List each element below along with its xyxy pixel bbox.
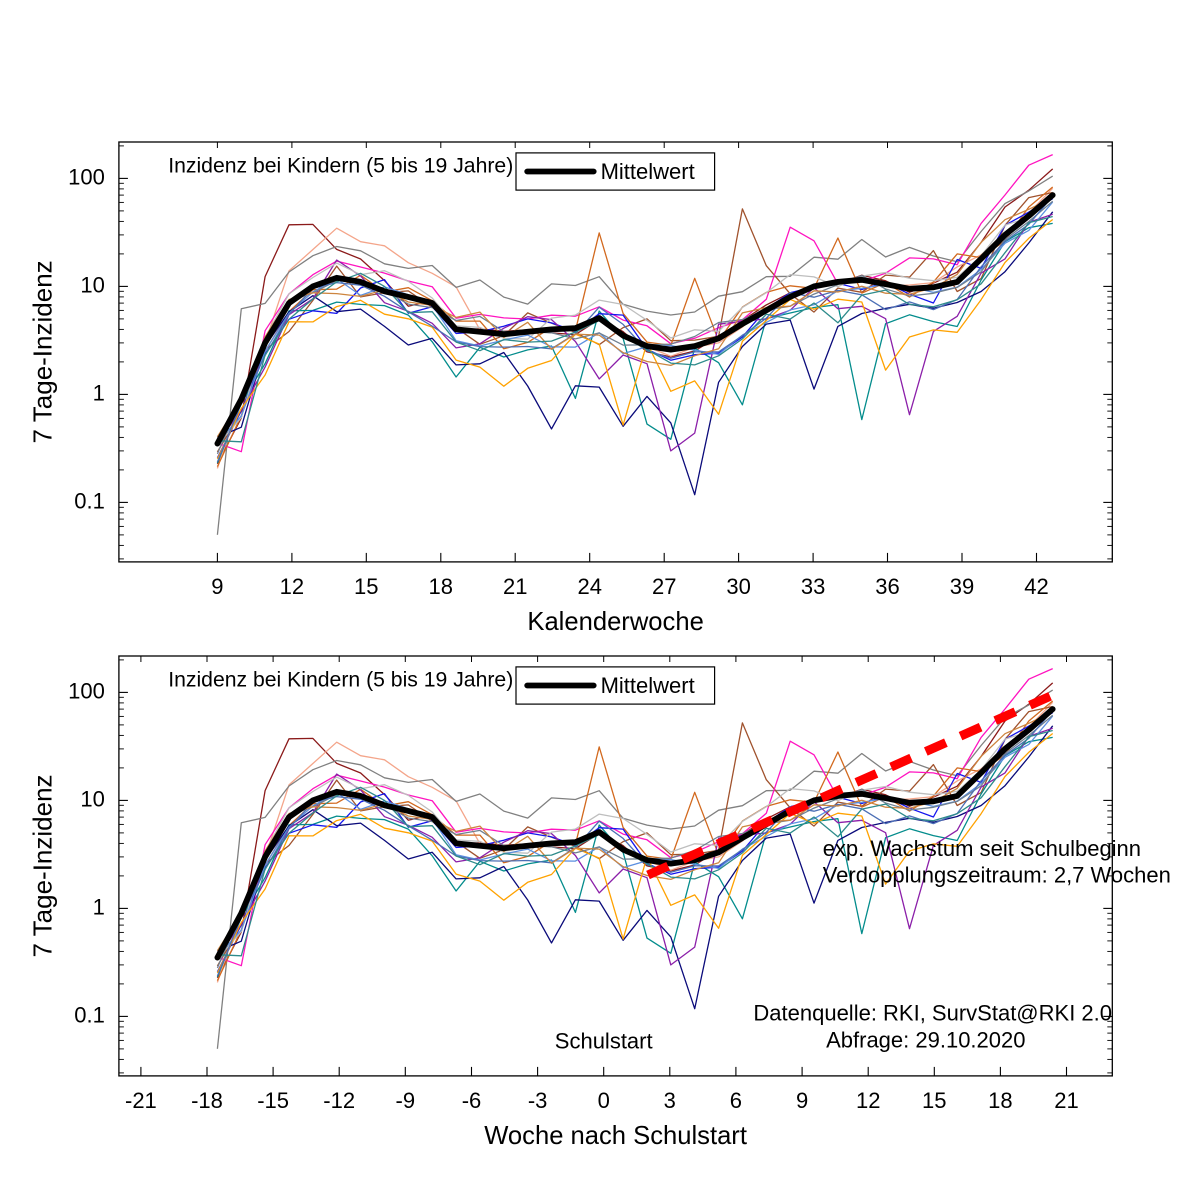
svg-text:exp. Wachstum seit Schulbeginn: exp. Wachstum seit Schulbeginn — [823, 836, 1141, 861]
svg-text:Mittelwert: Mittelwert — [601, 159, 695, 184]
svg-text:33: 33 — [801, 574, 825, 599]
svg-text:-6: -6 — [462, 1088, 482, 1113]
svg-text:100: 100 — [68, 164, 105, 189]
svg-text:15: 15 — [354, 574, 378, 599]
svg-text:-3: -3 — [528, 1088, 548, 1113]
svg-text:21: 21 — [1054, 1088, 1078, 1113]
svg-text:36: 36 — [875, 574, 899, 599]
svg-text:15: 15 — [922, 1088, 946, 1113]
svg-text:18: 18 — [988, 1088, 1012, 1113]
svg-text:0.1: 0.1 — [74, 1002, 105, 1027]
svg-text:Datenquelle: RKI, SurvStat@RKI: Datenquelle: RKI, SurvStat@RKI 2.0 — [753, 1000, 1112, 1025]
svg-text:-15: -15 — [257, 1088, 289, 1113]
svg-text:-21: -21 — [125, 1088, 157, 1113]
svg-text:21: 21 — [503, 574, 527, 599]
svg-text:Inzidenz bei Kindern (5 bis 19: Inzidenz bei Kindern (5 bis 19 Jahre) — [168, 155, 513, 178]
svg-text:Inzidenz bei Kindern (5 bis 19: Inzidenz bei Kindern (5 bis 19 Jahre) — [168, 669, 513, 692]
svg-text:7 Tage-Inzidenz: 7 Tage-Inzidenz — [28, 774, 58, 957]
svg-text:42: 42 — [1024, 574, 1048, 599]
svg-text:1: 1 — [93, 894, 105, 919]
svg-text:30: 30 — [726, 574, 750, 599]
svg-text:27: 27 — [652, 574, 676, 599]
svg-text:24: 24 — [577, 574, 601, 599]
svg-text:1: 1 — [93, 380, 105, 405]
svg-text:10: 10 — [80, 272, 104, 297]
svg-text:Woche nach Schulstart: Woche nach Schulstart — [484, 1122, 747, 1150]
svg-text:Schulstart: Schulstart — [555, 1028, 653, 1053]
svg-text:7 Tage-Inzidenz: 7 Tage-Inzidenz — [28, 260, 58, 443]
svg-text:-12: -12 — [323, 1088, 355, 1113]
svg-text:Verdopplungszeitraum: 2,7 Woch: Verdopplungszeitraum: 2,7 Wochen — [823, 863, 1171, 888]
svg-text:18: 18 — [429, 574, 453, 599]
svg-text:10: 10 — [80, 786, 104, 811]
svg-text:12: 12 — [856, 1088, 880, 1113]
svg-text:-18: -18 — [191, 1088, 223, 1113]
svg-text:3: 3 — [664, 1088, 676, 1113]
svg-text:6: 6 — [730, 1088, 742, 1113]
svg-text:100: 100 — [68, 678, 105, 703]
svg-text:Abfrage: 29.10.2020: Abfrage: 29.10.2020 — [826, 1028, 1025, 1053]
svg-text:0: 0 — [598, 1088, 610, 1113]
svg-text:12: 12 — [280, 574, 304, 599]
svg-text:9: 9 — [796, 1088, 808, 1113]
svg-text:39: 39 — [950, 574, 974, 599]
svg-text:-9: -9 — [396, 1088, 416, 1113]
svg-text:9: 9 — [211, 574, 223, 599]
svg-text:Mittelwert: Mittelwert — [601, 673, 695, 698]
svg-text:Kalenderwoche: Kalenderwoche — [527, 608, 703, 636]
svg-text:0.1: 0.1 — [74, 488, 105, 513]
